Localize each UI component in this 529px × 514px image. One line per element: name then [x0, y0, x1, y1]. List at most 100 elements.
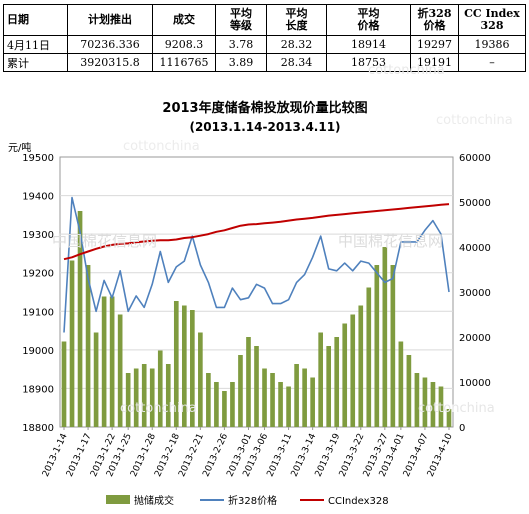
- stats-table: 日期 计划推出 成交 平均 等级 平均 长度 平均 价格 折328 价格 CC …: [3, 4, 526, 72]
- bar: [133, 368, 139, 427]
- bar: [334, 337, 340, 427]
- bar: [181, 305, 187, 427]
- bar: [254, 346, 259, 427]
- bar: [430, 382, 436, 427]
- bar: [278, 382, 283, 427]
- bar: [390, 265, 396, 427]
- bar: [246, 337, 251, 427]
- chart-subtitle: (2013.1.14-2013.4.11): [189, 120, 340, 134]
- y-right-tick-label: 10000: [459, 378, 491, 389]
- table-cell: 28.32: [266, 35, 327, 54]
- bar: [262, 368, 267, 427]
- y-left-tick-label: 19500: [22, 153, 54, 164]
- table-cell: 3.78: [215, 35, 267, 54]
- y-left-tick-label: 19000: [22, 346, 54, 357]
- bar: [117, 314, 123, 427]
- y-right-tick-label: 40000: [459, 243, 491, 254]
- bar: [149, 368, 155, 427]
- bar: [61, 341, 67, 427]
- table-cell: 1116765: [152, 53, 216, 72]
- bar: [230, 382, 235, 427]
- y-left-tick-label: 19200: [22, 269, 54, 280]
- bar: [270, 373, 275, 427]
- bar: [438, 386, 444, 427]
- x-tick-label: 2013-4-10: [426, 432, 455, 479]
- y-right-tick-label: 50000: [459, 198, 491, 209]
- bar: [350, 314, 356, 427]
- table-cell: 18753: [326, 53, 411, 72]
- bar: [366, 287, 372, 427]
- bar: [206, 373, 211, 427]
- bar: [406, 355, 412, 427]
- header-cell: CC Index 328: [458, 4, 526, 36]
- y-right-tick-label: 60000: [459, 153, 491, 164]
- bar: [302, 368, 307, 427]
- header-cell: 日期: [3, 4, 68, 36]
- bar: [446, 409, 452, 427]
- bar: [318, 332, 323, 427]
- bar: [222, 391, 227, 427]
- bar: [85, 265, 91, 427]
- legend-label: 折328价格: [228, 494, 277, 507]
- price-line: [63, 196, 450, 333]
- table-cell: 19386: [458, 35, 526, 54]
- bar: [165, 364, 171, 427]
- legend-label: CCIndex328: [328, 496, 389, 507]
- bar: [109, 296, 115, 427]
- bar: [101, 296, 107, 427]
- y-left-tick-label: 19300: [22, 230, 54, 241]
- bar: [326, 346, 332, 427]
- table-cell: 19191: [410, 53, 459, 72]
- y-left-tick-label: 19400: [22, 192, 54, 203]
- bar: [358, 305, 364, 427]
- bar: [286, 386, 291, 427]
- header-cell: 平均 价格: [326, 4, 411, 36]
- bar: [238, 355, 243, 427]
- table-cell: 19297: [410, 35, 459, 54]
- table-header-row: 日期 计划推出 成交 平均 等级 平均 长度 平均 价格 折328 价格 CC …: [3, 4, 526, 36]
- bar: [294, 364, 299, 427]
- bar: [414, 373, 420, 427]
- bar: [125, 373, 131, 427]
- table-cell: 3.89: [215, 53, 267, 72]
- table-cell: 18914: [326, 35, 411, 54]
- table-cell: 4月11日: [3, 35, 68, 54]
- bar: [77, 211, 83, 427]
- bar: [342, 323, 348, 427]
- table-cell: –: [458, 53, 526, 72]
- bar: [198, 332, 203, 427]
- table-row: 4月11日 70236.336 9208.3 3.78 28.32 18914 …: [3, 35, 526, 54]
- bar: [422, 377, 428, 427]
- header-cell: 折328 价格: [410, 4, 459, 36]
- table-row: 累计 3920315.8 1116765 3.89 28.34 18753 19…: [3, 53, 526, 72]
- bar: [69, 260, 75, 427]
- bar: [374, 265, 380, 427]
- index-line: [63, 203, 450, 261]
- header-cell: 计划推出: [67, 4, 153, 36]
- bar: [173, 301, 179, 427]
- y-right-tick-label: 20000: [459, 333, 491, 344]
- header-cell: 成交: [152, 4, 216, 36]
- y-right-tick-label: 0: [459, 423, 465, 434]
- header-cell: 平均 长度: [266, 4, 327, 36]
- y-right-tick-label: 30000: [459, 288, 491, 299]
- legend-swatch-bar: [106, 495, 130, 504]
- table-cell: 累计: [3, 53, 68, 72]
- bar: [190, 310, 195, 427]
- bar: [141, 364, 147, 427]
- y-axis-unit-label: 元/吨: [8, 141, 31, 154]
- bar: [310, 377, 315, 427]
- bar: [214, 382, 219, 427]
- table-cell: 9208.3: [152, 35, 216, 54]
- legend-label: 抛储成交: [134, 494, 174, 507]
- y-left-tick-label: 19100: [22, 307, 54, 318]
- table-cell: 70236.336: [67, 35, 153, 54]
- y-left-tick-label: 18800: [22, 423, 54, 434]
- bar: [157, 350, 163, 427]
- bar: [93, 332, 99, 427]
- table-cell: 28.34: [266, 53, 327, 72]
- table-cell: 3920315.8: [67, 53, 153, 72]
- y-left-tick-label: 18900: [22, 384, 54, 395]
- bar: [398, 341, 404, 427]
- bar: [382, 247, 388, 427]
